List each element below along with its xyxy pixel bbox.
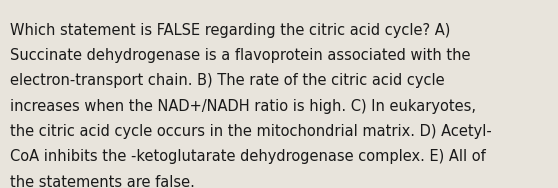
Text: Succinate dehydrogenase is a flavoprotein associated with the: Succinate dehydrogenase is a flavoprotei… <box>10 48 470 63</box>
Text: the statements are false.: the statements are false. <box>10 175 195 188</box>
Text: electron-transport chain. B) The rate of the citric acid cycle: electron-transport chain. B) The rate of… <box>10 73 445 88</box>
Text: increases when the NAD+/NADH ratio is high. C) In eukaryotes,: increases when the NAD+/NADH ratio is hi… <box>10 99 476 114</box>
Text: the citric acid cycle occurs in the mitochondrial matrix. D) Acetyl-: the citric acid cycle occurs in the mito… <box>10 124 492 139</box>
Text: Which statement is FALSE regarding the citric acid cycle? A): Which statement is FALSE regarding the c… <box>10 23 450 38</box>
Text: CoA inhibits the -ketoglutarate dehydrogenase complex. E) All of: CoA inhibits the -ketoglutarate dehydrog… <box>10 149 486 164</box>
